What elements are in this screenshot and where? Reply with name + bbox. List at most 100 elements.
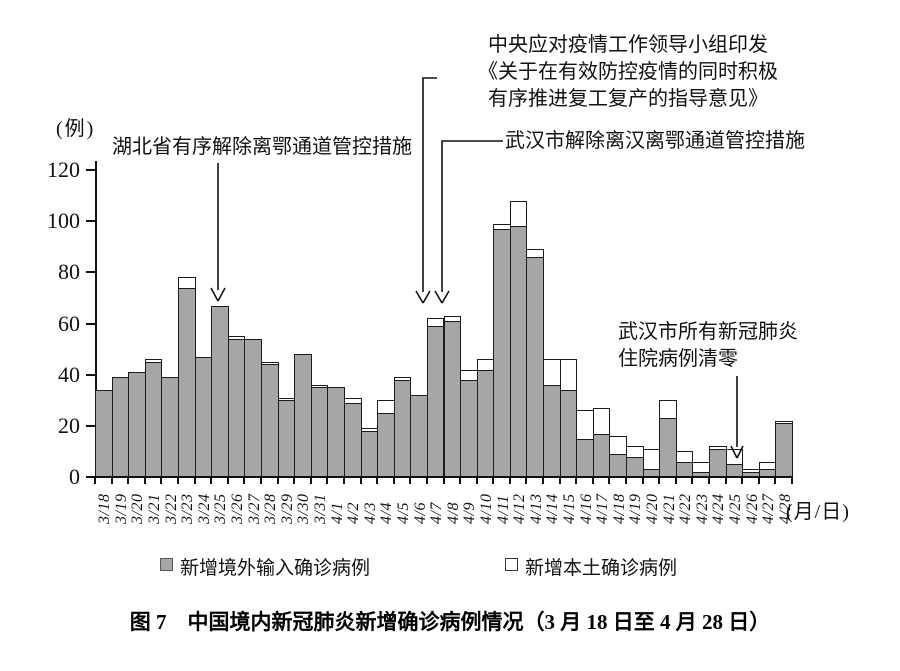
x-tick-mark <box>110 477 113 484</box>
bar-imported-4/8 <box>443 320 462 478</box>
x-tick-mark <box>409 477 412 484</box>
y-tick-label: 0 <box>69 464 80 489</box>
bar-imported-3/26 <box>227 338 246 478</box>
bar-imported-3/19 <box>111 377 130 478</box>
y-tick-mark <box>86 220 95 223</box>
bar-imported-4/19 <box>626 456 644 478</box>
x-label-3/18: 3/18 <box>96 493 114 524</box>
x-tick-mark <box>558 477 561 484</box>
x-tick-mark <box>176 477 179 484</box>
annotation-wuhan-zero-line1: 武汉市所有新冠肺炎 <box>618 321 798 343</box>
bar-imported-3/21 <box>144 361 163 478</box>
legend-swatch-local <box>505 558 518 571</box>
x-label-4/27: 4/27 <box>760 493 778 524</box>
bar-local-4/9 <box>460 369 478 381</box>
y-tick-mark <box>86 373 95 376</box>
x-tick-mark <box>708 477 711 484</box>
bar-imported-4/24 <box>709 448 727 478</box>
bar-local-4/27 <box>758 461 777 471</box>
bar-imported-3/31 <box>310 387 329 478</box>
bar-imported-4/17 <box>592 433 611 478</box>
x-tick-mark <box>608 477 611 484</box>
bar-imported-4/4 <box>377 413 395 478</box>
bar-local-4/2 <box>343 397 362 404</box>
bar-local-4/10 <box>476 359 495 371</box>
bar-local-3/21 <box>144 359 163 363</box>
x-tick-mark <box>442 477 445 484</box>
bar-imported-3/18 <box>95 390 113 478</box>
x-label-4/19: 4/19 <box>627 493 645 524</box>
annotation-wuhan-zero-group: 武汉市所有新冠肺炎 住院病例清零 <box>618 319 798 373</box>
x-tick-mark <box>658 477 661 484</box>
y-tick-mark <box>86 322 95 325</box>
x-tick-mark <box>575 477 578 484</box>
annotation-central-line3: 有序推进复工复产的指导意见》 <box>488 88 768 110</box>
bar-imported-4/13 <box>526 256 545 478</box>
bar-imported-4/11 <box>493 228 511 478</box>
x-label-4/24: 4/24 <box>710 493 728 524</box>
x-axis-line <box>94 476 792 478</box>
y-axis-line <box>95 161 97 478</box>
bar-imported-4/12 <box>509 226 528 478</box>
bar-local-3/31 <box>310 384 329 389</box>
x-tick-mark <box>741 477 744 484</box>
x-tick-mark <box>492 477 495 484</box>
x-label-3/31: 3/31 <box>312 493 330 524</box>
bar-imported-3/20 <box>128 372 146 478</box>
y-tick-mark <box>86 169 95 171</box>
x-tick-mark <box>309 477 312 484</box>
x-label-3/25: 3/25 <box>212 493 230 524</box>
bar-imported-4/10 <box>476 369 495 478</box>
bar-local-4/5 <box>393 377 412 381</box>
figure-caption: 图 7 中国境内新冠肺炎新增确诊病例情况（3 月 18 日至 4 月 28 日） <box>129 610 771 634</box>
x-label-4/14: 4/14 <box>544 493 562 524</box>
x-tick-mark <box>127 477 130 484</box>
x-tick-mark <box>210 477 213 484</box>
bar-local-3/29 <box>277 397 296 402</box>
x-label-3/30: 3/30 <box>295 493 313 524</box>
y-axis-unit-label: (例) <box>56 118 96 140</box>
x-label-4/16: 4/16 <box>577 493 595 524</box>
bar-local-4/20 <box>642 448 661 471</box>
bar-imported-4/14 <box>543 384 561 478</box>
legend-swatch-imported <box>160 558 173 571</box>
x-tick-mark <box>591 477 594 484</box>
x-label-4/1: 4/1 <box>328 502 346 524</box>
x-label-4/11: 4/11 <box>494 494 512 524</box>
y-tick-label: 40 <box>58 361 80 387</box>
bar-local-4/7 <box>426 318 445 328</box>
bar-local-4/26 <box>742 469 760 473</box>
x-label-4/4: 4/4 <box>378 502 396 524</box>
x-tick-mark <box>326 477 329 484</box>
y-tick-label: 120 <box>47 157 80 182</box>
annotation-central-line1: 中央应对疫情工作领导小组印发 <box>488 34 768 56</box>
legend-label-local: 新增本土确诊病例 <box>525 558 678 579</box>
x-label-3/22: 3/22 <box>162 493 180 524</box>
y-tick-label: 80 <box>58 259 80 285</box>
x-label-4/21: 4/21 <box>660 493 678 524</box>
bar-local-4/18 <box>609 436 628 455</box>
y-tick-mark <box>86 271 95 274</box>
legend-label-imported: 新增境外输入确诊病例 <box>180 558 371 579</box>
annotation-wuhan-zero-line2: 住院病例清零 <box>618 348 738 370</box>
bar-imported-4/15 <box>559 390 578 478</box>
x-label-3/26: 3/26 <box>229 493 247 524</box>
x-tick-mark <box>342 477 345 484</box>
bar-imported-3/23 <box>177 287 196 478</box>
x-tick-mark <box>94 477 96 484</box>
bar-imported-4/2 <box>343 402 362 478</box>
x-label-4/2: 4/2 <box>345 502 363 524</box>
annotation-central-line2: 《关于在有效防控疫情的同时积极 <box>478 61 778 83</box>
x-tick-mark <box>774 477 777 484</box>
bar-local-4/24 <box>709 446 727 450</box>
bar-local-4/19 <box>626 446 644 458</box>
bar-local-3/28 <box>260 361 279 366</box>
x-tick-mark <box>193 477 196 484</box>
x-label-4/26: 4/26 <box>743 493 761 524</box>
bar-imported-4/9 <box>460 379 478 478</box>
x-label-3/27: 3/27 <box>245 493 263 524</box>
bar-local-3/26 <box>227 336 246 340</box>
bar-imported-4/6 <box>410 395 428 478</box>
